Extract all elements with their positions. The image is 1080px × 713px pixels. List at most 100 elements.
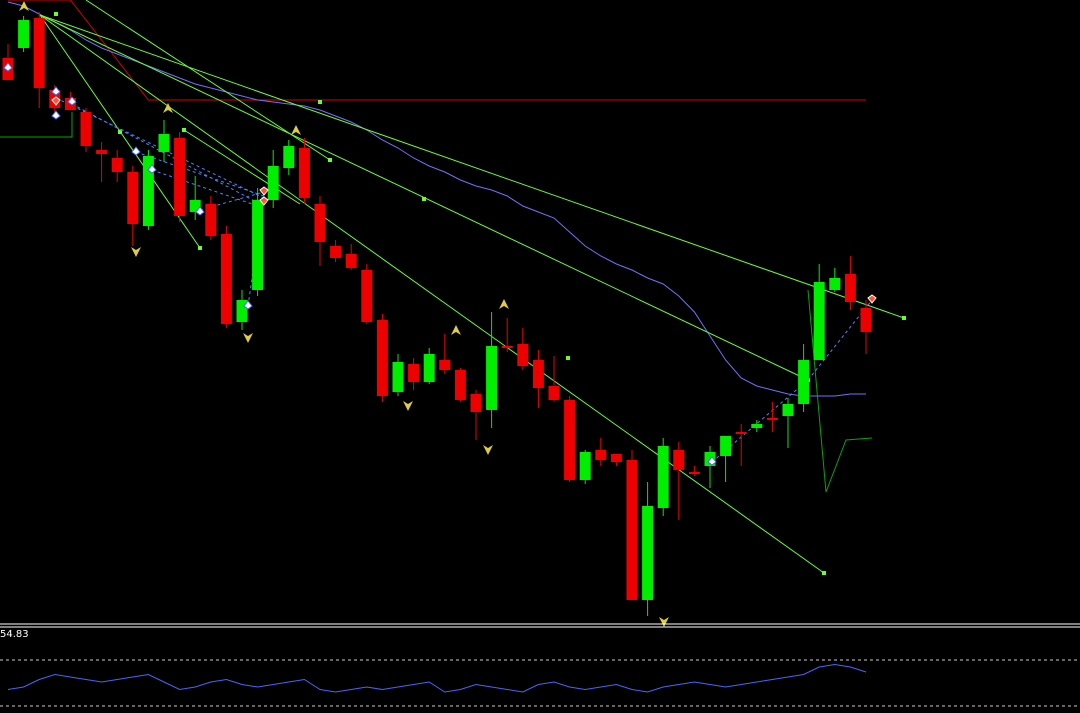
candle-body <box>376 320 388 396</box>
candle-body <box>314 204 326 242</box>
oscillator-label: 54.83 <box>0 629 29 640</box>
sell-signal-marker <box>259 196 269 206</box>
trendline-anchor <box>328 158 332 162</box>
fractal-down-arrow <box>403 401 413 411</box>
tenkan-layer <box>7 1 866 397</box>
sell-signal-marker <box>259 186 269 196</box>
candle-body <box>798 360 810 404</box>
candle-body <box>751 424 763 428</box>
buy-signal-marker <box>707 456 717 466</box>
candle-body <box>345 254 357 268</box>
fractal-up-arrow <box>19 1 29 11</box>
trendline-anchor <box>118 130 122 134</box>
candle-body <box>127 172 139 224</box>
buy-signal-marker <box>131 146 141 156</box>
candle-body <box>532 360 544 388</box>
candle-body <box>33 18 45 88</box>
candle-body <box>829 278 841 290</box>
candle-body <box>174 138 186 216</box>
trendline <box>183 129 301 205</box>
sell-signal-marker <box>51 96 61 106</box>
trendline <box>39 14 905 319</box>
fractal-down-arrow <box>243 333 253 343</box>
candle-body <box>642 506 654 600</box>
candle-body <box>579 452 591 480</box>
candle-body <box>595 450 607 460</box>
candle-body <box>252 200 264 290</box>
candle-body <box>361 270 373 322</box>
tenkan-line <box>7 1 866 397</box>
fractal-up-arrow <box>451 325 461 335</box>
trendline-anchor <box>902 316 906 320</box>
candle-body <box>96 150 108 154</box>
dashed-connector <box>135 151 265 197</box>
trendline-anchor <box>422 197 426 201</box>
candle-body <box>283 146 295 168</box>
candle-body <box>454 370 466 400</box>
trendline-anchor <box>182 128 186 132</box>
candle-body <box>564 400 576 480</box>
candle-body <box>392 362 404 392</box>
candle-body <box>813 282 825 360</box>
trendline <box>85 0 331 161</box>
trendline-anchor <box>54 12 58 16</box>
signals-layer <box>3 62 877 466</box>
kijun-line <box>8 0 866 101</box>
trendline-anchor <box>566 356 570 360</box>
candle-body <box>330 246 342 258</box>
candle-body <box>470 394 482 412</box>
candle-body <box>860 308 872 332</box>
fractal-down-arrow <box>659 617 669 627</box>
candle-body <box>111 158 123 172</box>
buy-signal-marker <box>67 96 77 106</box>
candle-body <box>766 418 778 420</box>
trendline-anchor <box>318 100 322 104</box>
fractals-layer <box>19 1 669 627</box>
oscillator-line <box>7 663 867 693</box>
candle-body <box>548 386 560 400</box>
candle-body <box>782 404 794 416</box>
fractal-up-arrow <box>163 103 173 113</box>
candle-body <box>610 454 622 462</box>
candle-body <box>657 446 669 508</box>
pane-separator[interactable] <box>0 623 1080 628</box>
buy-signal-marker <box>3 62 13 72</box>
candle-body <box>408 364 420 382</box>
buy-signal-marker <box>243 300 253 310</box>
candle-body <box>501 346 513 348</box>
trendline-anchor <box>822 571 826 575</box>
candle-body <box>205 204 217 236</box>
chikou-layer <box>0 112 873 493</box>
candle-body <box>844 274 856 302</box>
candle-body <box>236 300 248 322</box>
candle-body <box>626 460 638 600</box>
candle-body <box>189 200 201 212</box>
fractal-up-arrow <box>291 125 301 135</box>
buy-signal-marker <box>147 164 157 174</box>
candle-body <box>486 346 498 410</box>
kijun-layer <box>8 0 866 101</box>
candle-body <box>158 134 170 152</box>
trendline-anchor <box>198 246 202 250</box>
fractal-up-arrow <box>499 299 509 309</box>
candle-body <box>735 432 747 434</box>
candle-body <box>298 148 310 198</box>
trendline <box>39 14 825 574</box>
buy-signal-marker <box>51 86 61 96</box>
candle-body <box>18 20 30 48</box>
candle-body <box>673 450 685 470</box>
buy-signal-marker <box>51 110 61 120</box>
buy-signal-marker <box>195 206 205 216</box>
candle-body <box>80 112 92 146</box>
candle-body <box>517 344 529 366</box>
candle-body <box>142 156 154 226</box>
dashed-connector <box>151 169 265 209</box>
sell-signal-marker <box>867 294 877 304</box>
candle-body <box>423 354 435 382</box>
dashed-connector <box>71 103 265 207</box>
trendline-layer[interactable] <box>39 0 906 575</box>
fractal-down-arrow <box>483 445 493 455</box>
candle-body <box>220 234 232 324</box>
